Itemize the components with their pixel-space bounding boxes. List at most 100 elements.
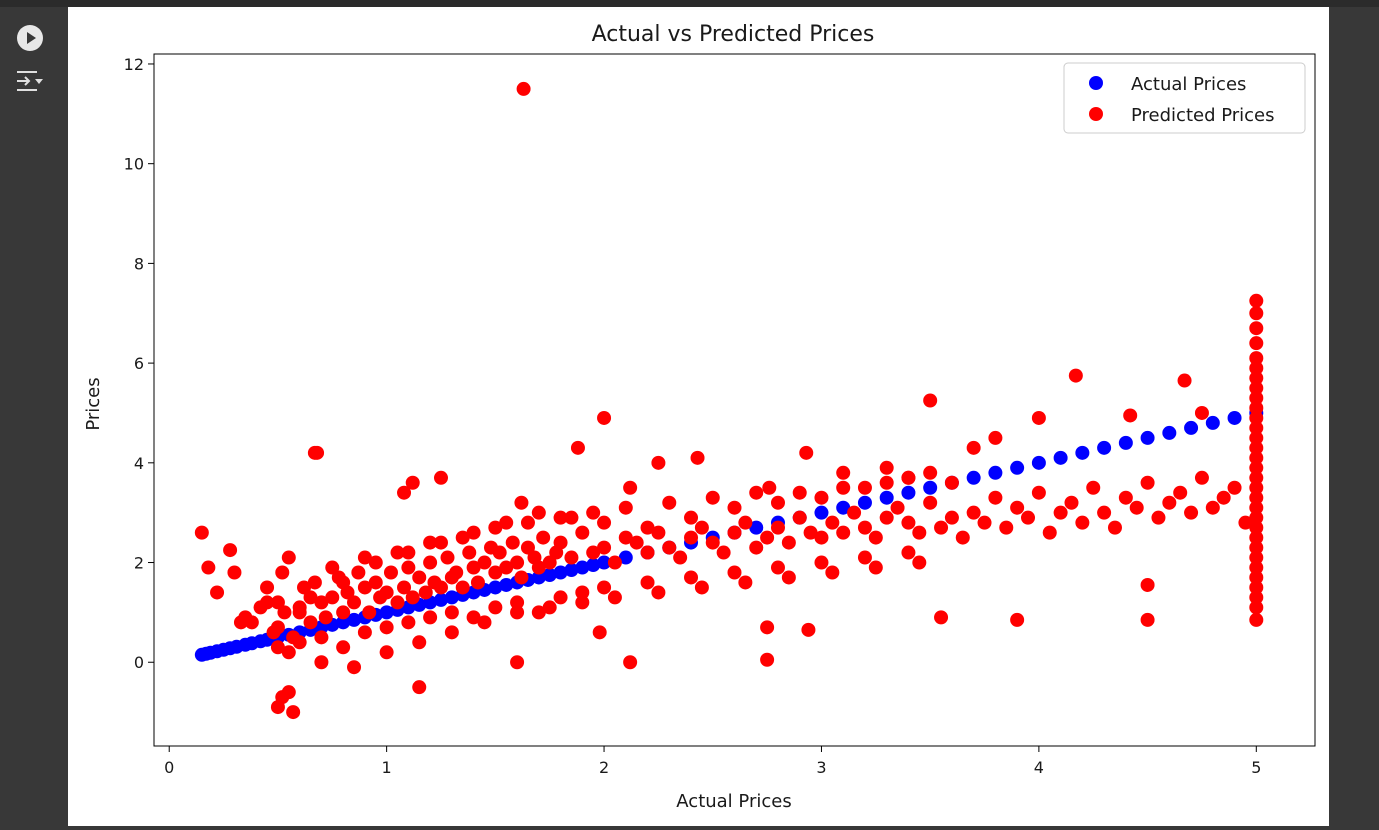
predicted-prices-point bbox=[912, 525, 927, 540]
predicted-prices-point bbox=[531, 505, 546, 520]
predicted-prices-point bbox=[857, 550, 872, 565]
predicted-prices-point bbox=[716, 545, 731, 560]
predicted-prices-point bbox=[1249, 440, 1264, 455]
predicted-prices-point bbox=[488, 520, 503, 535]
predicted-prices-point bbox=[847, 505, 862, 520]
predicted-prices-point bbox=[1249, 530, 1264, 545]
y-tick-label: 10 bbox=[124, 155, 144, 174]
predicted-prices-point bbox=[281, 645, 296, 660]
predicted-prices-point bbox=[499, 515, 514, 530]
predicted-prices-point bbox=[1151, 510, 1166, 525]
predicted-prices-point bbox=[1173, 485, 1188, 500]
actual-prices-point bbox=[1140, 430, 1155, 445]
predicted-prices-point bbox=[1249, 590, 1264, 605]
predicted-prices-point bbox=[401, 560, 416, 575]
predicted-prices-point bbox=[792, 510, 807, 525]
predicted-prices-point bbox=[1249, 500, 1264, 515]
predicted-prices-point bbox=[1068, 368, 1083, 383]
predicted-prices-point bbox=[357, 580, 372, 595]
predicted-prices-point bbox=[397, 485, 412, 500]
predicted-prices-point bbox=[520, 540, 535, 555]
predicted-prices-point bbox=[923, 393, 938, 408]
predicted-prices-point bbox=[570, 440, 585, 455]
predicted-prices-point bbox=[292, 600, 307, 615]
predicted-prices-point bbox=[760, 652, 775, 667]
predicted-prices-point bbox=[466, 610, 481, 625]
y-tick-label: 0 bbox=[134, 653, 144, 672]
predicted-prices-point bbox=[1249, 430, 1264, 445]
run-cell-button[interactable] bbox=[14, 22, 46, 54]
plot-frame bbox=[153, 53, 1316, 747]
predicted-prices-point bbox=[1194, 470, 1209, 485]
actual-prices-point bbox=[1227, 410, 1242, 425]
predicted-prices-point bbox=[879, 460, 894, 475]
predicted-prices-point bbox=[966, 440, 981, 455]
predicted-prices-point bbox=[564, 510, 579, 525]
predicted-prices-point bbox=[1021, 510, 1036, 525]
predicted-prices-point bbox=[1075, 515, 1090, 530]
predicted-prices-point bbox=[1053, 505, 1068, 520]
predicted-prices-point bbox=[727, 565, 742, 580]
legend-box bbox=[1063, 62, 1306, 134]
predicted-prices-point bbox=[505, 535, 520, 550]
predicted-prices-point bbox=[444, 625, 459, 640]
predicted-prices-point bbox=[390, 595, 405, 610]
predicted-prices-point bbox=[944, 510, 959, 525]
y-tick-label: 8 bbox=[134, 254, 144, 273]
legend-label-predicted: Predicted Prices bbox=[1131, 105, 1275, 126]
predicted-prices-point bbox=[303, 615, 318, 630]
predicted-prices-point bbox=[1238, 515, 1253, 530]
predicted-prices-point bbox=[223, 543, 238, 558]
output-toggle-button[interactable] bbox=[14, 65, 46, 97]
predicted-prices-point bbox=[466, 525, 481, 540]
predicted-prices-point bbox=[1118, 490, 1133, 505]
predicted-prices-point bbox=[433, 580, 448, 595]
predicted-prices-point bbox=[727, 500, 742, 515]
x-tick-label: 1 bbox=[382, 758, 392, 777]
predicted-prices-point bbox=[868, 560, 883, 575]
predicted-prices-point bbox=[1042, 525, 1057, 540]
actual-prices-point bbox=[1097, 440, 1112, 455]
actual-prices-point bbox=[575, 560, 590, 575]
predicted-prices-point bbox=[988, 430, 1003, 445]
predicted-prices-point bbox=[770, 495, 785, 510]
predicted-prices-point bbox=[194, 525, 209, 540]
predicted-prices-point bbox=[694, 520, 709, 535]
predicted-prices-point bbox=[868, 530, 883, 545]
predicted-prices-point bbox=[314, 630, 329, 645]
actual-prices-point bbox=[814, 505, 829, 520]
predicted-prices-point bbox=[1216, 490, 1231, 505]
y-tick-label: 6 bbox=[134, 354, 144, 373]
predicted-prices-point bbox=[383, 565, 398, 580]
actual-prices-point bbox=[586, 558, 601, 573]
predicted-prices-point bbox=[466, 560, 481, 575]
predicted-prices-point bbox=[449, 565, 464, 580]
actual-prices-point bbox=[597, 555, 612, 570]
predicted-prices-point bbox=[1249, 600, 1264, 615]
y-axis-label: Prices bbox=[83, 377, 104, 430]
predicted-prices-point bbox=[592, 625, 607, 640]
predicted-prices-point bbox=[347, 595, 362, 610]
predicted-prices-point bbox=[857, 520, 872, 535]
predicted-prices-point bbox=[510, 595, 525, 610]
predicted-prices-point bbox=[423, 610, 438, 625]
predicted-prices-point bbox=[1249, 321, 1264, 336]
predicted-prices-point bbox=[1097, 505, 1112, 520]
predicted-prices-point bbox=[684, 510, 699, 525]
predicted-prices-point bbox=[684, 570, 699, 585]
actual-prices-point bbox=[531, 570, 546, 585]
predicted-prices-point bbox=[923, 465, 938, 480]
predicted-prices-point bbox=[901, 470, 916, 485]
predicted-prices-point bbox=[923, 495, 938, 510]
predicted-prices-point bbox=[314, 595, 329, 610]
predicted-prices-point bbox=[879, 510, 894, 525]
predicted-prices-point bbox=[749, 485, 764, 500]
predicted-prices-point bbox=[597, 515, 612, 530]
predicted-prices-point bbox=[1249, 306, 1264, 321]
predicted-prices-point bbox=[1031, 410, 1046, 425]
actual-prices-point bbox=[1184, 420, 1199, 435]
predicted-prices-point bbox=[1140, 612, 1155, 627]
predicted-prices-point bbox=[1227, 480, 1242, 495]
predicted-prices-point bbox=[455, 530, 470, 545]
